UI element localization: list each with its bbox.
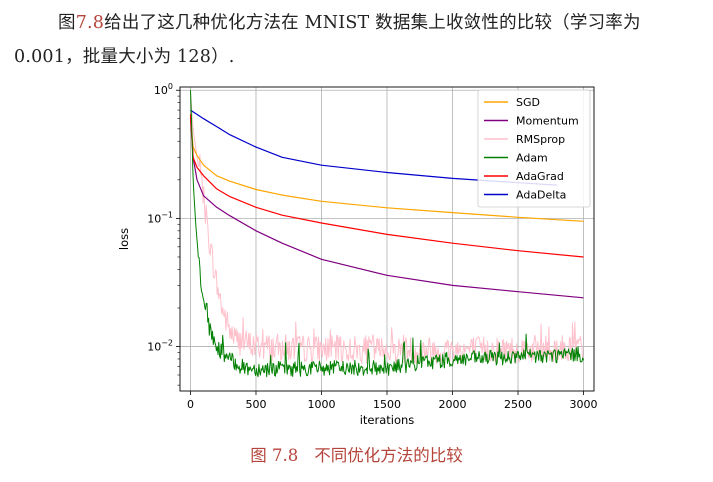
x-tick-label-6: 3000 (570, 398, 598, 411)
series-line-adagrad (189, 114, 584, 258)
body-paragraph: 图7.8给出了这几种优化方法在 MNIST 数据集上收敛性的比较（学习率为 0.… (14, 6, 704, 74)
series-line-adam (190, 90, 584, 378)
x-axis-label: iterations (360, 413, 415, 427)
x-tick-label-4: 2000 (439, 398, 467, 411)
legend: SGD Momentum RMSprop Adam AdaGrad AdaDelta (477, 89, 591, 208)
y-tick-label-1: 10−1 (147, 210, 173, 225)
legend-label-adadelta: AdaDelta (516, 189, 566, 202)
x-tick-label-5: 2500 (504, 398, 532, 411)
loss-chart: 0 500 1000 1500 2000 2500 3000 100 10−1 10−2 itera… (117, 82, 598, 427)
series-line-sgd (189, 116, 584, 222)
series-line-adadelta (190, 109, 558, 186)
legend-label-adagrad: AdaGrad (516, 170, 564, 183)
paragraph-pre: 图 (58, 13, 76, 33)
series-line-momentum (189, 116, 584, 299)
x-tick-label-0: 0 (187, 398, 194, 411)
y-axis-label: loss (117, 228, 131, 250)
y-tick-label-2: 10−2 (147, 339, 173, 354)
caption-text: 不同优化方法的比较 (314, 446, 463, 465)
legend-label-adam: Adam (516, 152, 548, 165)
legend-label-sgd: SGD (516, 96, 540, 109)
legend-label-momentum: Momentum (516, 115, 579, 128)
caption-label: 图 7.8 (250, 446, 299, 465)
x-tick-label-3: 1500 (373, 398, 401, 411)
x-tick-label-2: 1000 (307, 398, 335, 411)
figure-reference: 7.8 (75, 13, 105, 33)
paragraph-post: 给出了这几种优化方法在 MNIST 数据集上收敛性的比较（学习率为 0.001，… (14, 13, 641, 67)
legend-box (477, 89, 591, 208)
x-tick-label-1: 500 (245, 398, 266, 411)
legend-label-rmsprop: RMSprop (516, 133, 565, 146)
y-tick-label-0: 100 (154, 82, 173, 97)
figure-caption: 图 7.8 不同优化方法的比较 (0, 442, 713, 466)
